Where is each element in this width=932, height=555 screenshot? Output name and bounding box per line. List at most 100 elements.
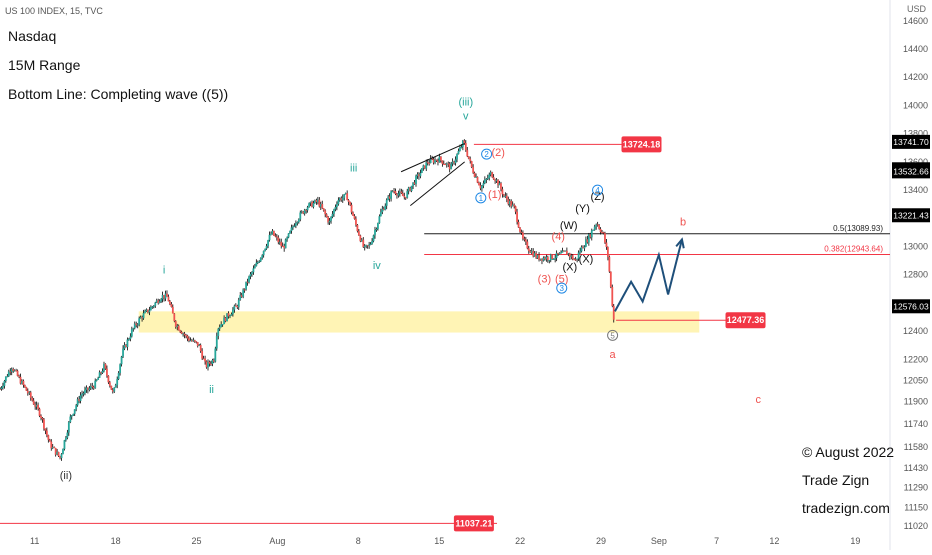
candle-body — [587, 234, 590, 243]
candle-body — [419, 172, 422, 177]
candle-body — [185, 335, 187, 337]
candle-body — [210, 363, 212, 365]
candle-body — [100, 372, 102, 374]
wave-label: (ii) — [60, 470, 72, 482]
candle-body — [94, 380, 97, 389]
candle-body — [302, 211, 305, 214]
candle-body — [374, 230, 376, 236]
candle-body — [606, 247, 609, 257]
candle-body — [533, 253, 536, 257]
candle-body — [362, 239, 365, 248]
candle-body — [441, 160, 444, 164]
candle-body — [19, 376, 22, 384]
candle-body — [585, 239, 587, 247]
candle-body — [294, 223, 297, 226]
candle-body — [308, 203, 310, 208]
candle-body — [113, 387, 116, 392]
candle-body — [388, 196, 391, 199]
candle-body — [293, 225, 296, 227]
candle-body — [249, 274, 252, 277]
candle-body — [330, 216, 332, 221]
x-tick-label: 19 — [850, 536, 860, 546]
candle-body — [126, 339, 129, 348]
candle-body — [81, 394, 83, 396]
candles — [0, 139, 615, 461]
candle-body — [217, 328, 220, 336]
candle-body — [201, 350, 204, 359]
candle-body — [451, 161, 454, 164]
candle-body — [476, 176, 479, 183]
wave-circle — [481, 148, 493, 160]
candle-body — [459, 147, 461, 152]
wave-label: iii — [350, 163, 357, 175]
symbol-header: US 100 INDEX, 15, TVC — [5, 6, 103, 16]
candle-body — [314, 200, 316, 204]
candle-body — [489, 172, 492, 175]
candle-body — [107, 375, 110, 383]
candle-body — [601, 232, 603, 234]
candle-body — [561, 250, 564, 253]
level-box — [725, 312, 766, 329]
candle-body — [396, 193, 398, 196]
candle-body — [6, 376, 9, 378]
candle-body — [148, 310, 151, 313]
candle-body — [142, 313, 145, 319]
candle-body — [516, 211, 518, 222]
wave-label: (iii) — [458, 96, 473, 108]
candle-body — [504, 195, 507, 197]
candle-body — [582, 246, 584, 249]
candle-body — [78, 399, 80, 401]
candle-body — [482, 183, 485, 186]
candle-body — [110, 385, 113, 390]
candle-body — [409, 187, 412, 191]
candle-body — [139, 316, 142, 319]
candle-body — [237, 299, 240, 308]
wave-circle — [556, 282, 568, 294]
candle-body — [163, 294, 165, 299]
price-badge — [892, 134, 930, 149]
candle-body — [368, 244, 371, 246]
candle-body — [573, 259, 576, 261]
candle-body — [608, 256, 611, 272]
level-box-label: 11037.21 — [455, 518, 492, 528]
candle-body — [413, 182, 416, 185]
candle-body — [327, 217, 330, 223]
candle-body — [565, 250, 568, 255]
candle-body — [242, 289, 245, 297]
candle-body — [546, 256, 549, 261]
candle-body — [514, 206, 517, 212]
candle-body — [527, 248, 530, 251]
candle-body — [253, 266, 256, 269]
candle-body — [166, 293, 168, 297]
y-axis: 1460014400142001400013800136001340013200… — [903, 16, 928, 531]
candle-body — [268, 234, 271, 241]
candle-body — [101, 371, 104, 373]
candle-body — [590, 230, 593, 238]
candle-body — [215, 335, 218, 349]
candle-body — [306, 207, 309, 211]
candle-body — [507, 199, 510, 205]
candle-body — [265, 246, 268, 249]
candle-body — [208, 361, 211, 364]
x-tick-label: 11 — [30, 536, 39, 546]
y-tick-label: 13800 — [903, 129, 928, 139]
candle-body — [453, 161, 455, 164]
candle-body — [350, 204, 353, 213]
wave-label: (1) — [488, 189, 501, 201]
candle-body — [25, 387, 28, 391]
candle-body — [346, 193, 349, 201]
candle-body — [120, 356, 123, 365]
candle-body — [568, 253, 571, 257]
candle-body — [592, 229, 595, 231]
x-tick-label: 15 — [434, 536, 444, 546]
candle-body — [423, 165, 426, 169]
candle-body — [28, 392, 31, 394]
candle-body — [470, 161, 473, 168]
candle-body — [84, 389, 86, 394]
candle-body — [251, 272, 253, 275]
candle-body — [360, 239, 363, 242]
level-box-label: 12477.36 — [727, 315, 765, 325]
candle-body — [239, 295, 242, 300]
